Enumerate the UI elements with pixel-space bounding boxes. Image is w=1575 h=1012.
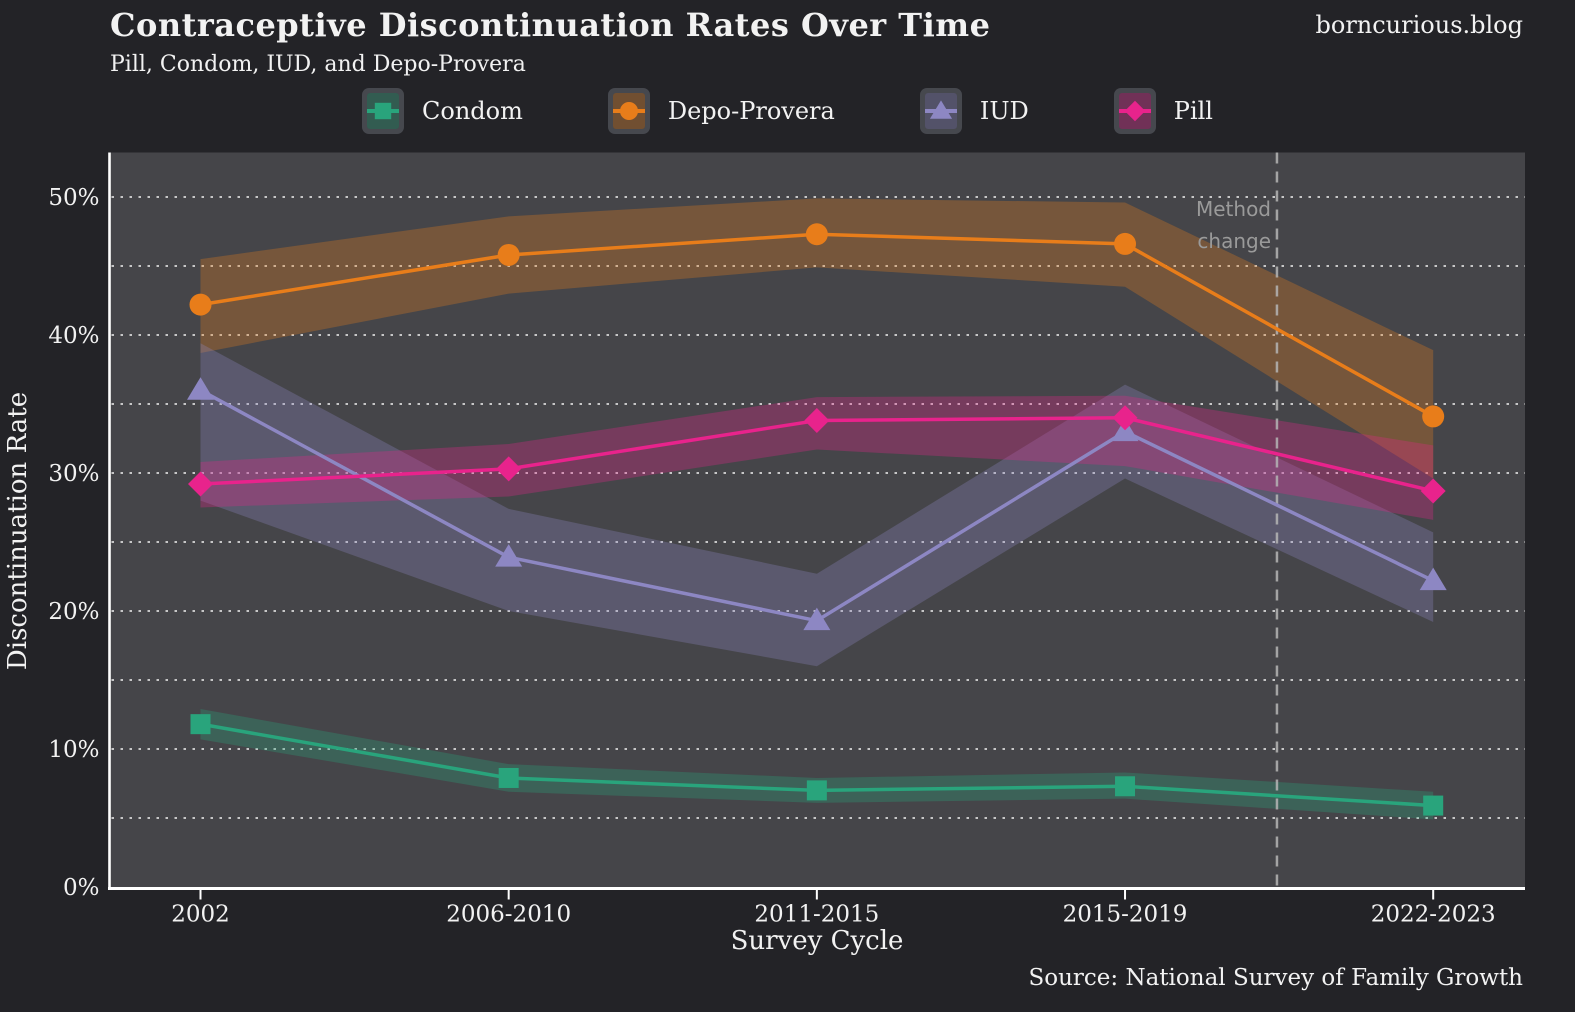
marker-square-icon <box>1115 776 1136 797</box>
marker-triangle-icon <box>1419 567 1447 591</box>
chart-title: Contraceptive Discontinuation Rates Over… <box>110 6 991 44</box>
y-tick-label: 20% <box>48 599 99 625</box>
marker-triangle-icon <box>803 607 831 631</box>
legend-swatch <box>919 88 962 134</box>
marker-triangle-icon <box>187 377 214 400</box>
marker-circle-icon <box>497 243 520 266</box>
legend-swatch <box>362 88 405 134</box>
legend-label: Condom <box>422 97 523 125</box>
marker-square-icon <box>498 767 519 788</box>
annotation-line-1: Method <box>1195 197 1271 221</box>
marker-square-icon <box>1423 795 1444 816</box>
legend-item-iud: IUD <box>919 88 1029 134</box>
y-tick-label: 0% <box>63 875 100 901</box>
condom-legend-marker <box>367 102 400 120</box>
marker-circle-icon <box>805 223 828 246</box>
y-axis-title: Discontinuation Rate <box>3 391 33 671</box>
y-tick-label: 50% <box>48 185 99 211</box>
legend-label: IUD <box>979 97 1029 125</box>
marker-triangle-icon <box>929 100 952 119</box>
y-tick-label: 30% <box>48 461 99 487</box>
marker-circle-icon <box>189 293 212 316</box>
plot-area <box>109 152 1525 889</box>
marker-circle-icon <box>1114 232 1137 255</box>
legend-swatch <box>607 88 650 134</box>
chart-subtitle: Pill, Condom, IUD, and Depo-Provera <box>110 52 526 77</box>
marker-square-icon <box>190 714 211 735</box>
legend-item-pill: Pill <box>1113 88 1213 134</box>
annotation-line-2: change <box>1197 229 1271 253</box>
marker-square-icon <box>374 102 392 120</box>
marker-diamond-icon <box>1112 405 1138 431</box>
marker-square-icon <box>806 780 827 801</box>
method-change-annotation: Method change <box>1196 193 1271 257</box>
iud-legend-marker <box>924 100 957 119</box>
site-name: borncurious.blog <box>1315 11 1524 39</box>
legend-label: Pill <box>1173 97 1213 125</box>
marker-diamond-icon <box>188 471 213 497</box>
legend-label: Depo-Provera <box>667 97 835 125</box>
pill-legend-marker <box>1118 100 1151 122</box>
marker-diamond-icon <box>1124 100 1146 122</box>
x-tick-label: 2002 <box>171 902 230 928</box>
source-note: Source: National Survey of Family Growth <box>1028 965 1523 991</box>
marker-diamond-icon <box>496 456 522 482</box>
x-tick-label: 2022-2023 <box>1371 902 1496 928</box>
marker-diamond-icon <box>1420 478 1446 504</box>
legend-item-depo-provera: Depo-Provera <box>607 88 835 134</box>
y-tick-label: 40% <box>48 323 99 349</box>
marker-triangle-icon <box>495 544 523 567</box>
x-tick-label: 2006-2010 <box>446 902 571 928</box>
depo-provera-legend-marker <box>612 101 645 121</box>
y-tick-label: 10% <box>48 737 99 763</box>
depo-provera-confidence-band <box>200 198 1434 479</box>
legend-swatch <box>1113 88 1156 134</box>
chart-legend: Condom Depo-Provera IUD Pill <box>0 88 1575 134</box>
marker-diamond-icon <box>804 408 830 434</box>
legend-item-condom: Condom <box>362 88 523 134</box>
marker-circle-icon <box>1422 405 1445 428</box>
marker-circle-icon <box>619 101 638 121</box>
x-tick-label: 2011-2015 <box>754 902 879 928</box>
x-tick-label: 2015-2019 <box>1063 902 1188 928</box>
x-axis-title: Survey Cycle <box>730 926 904 956</box>
